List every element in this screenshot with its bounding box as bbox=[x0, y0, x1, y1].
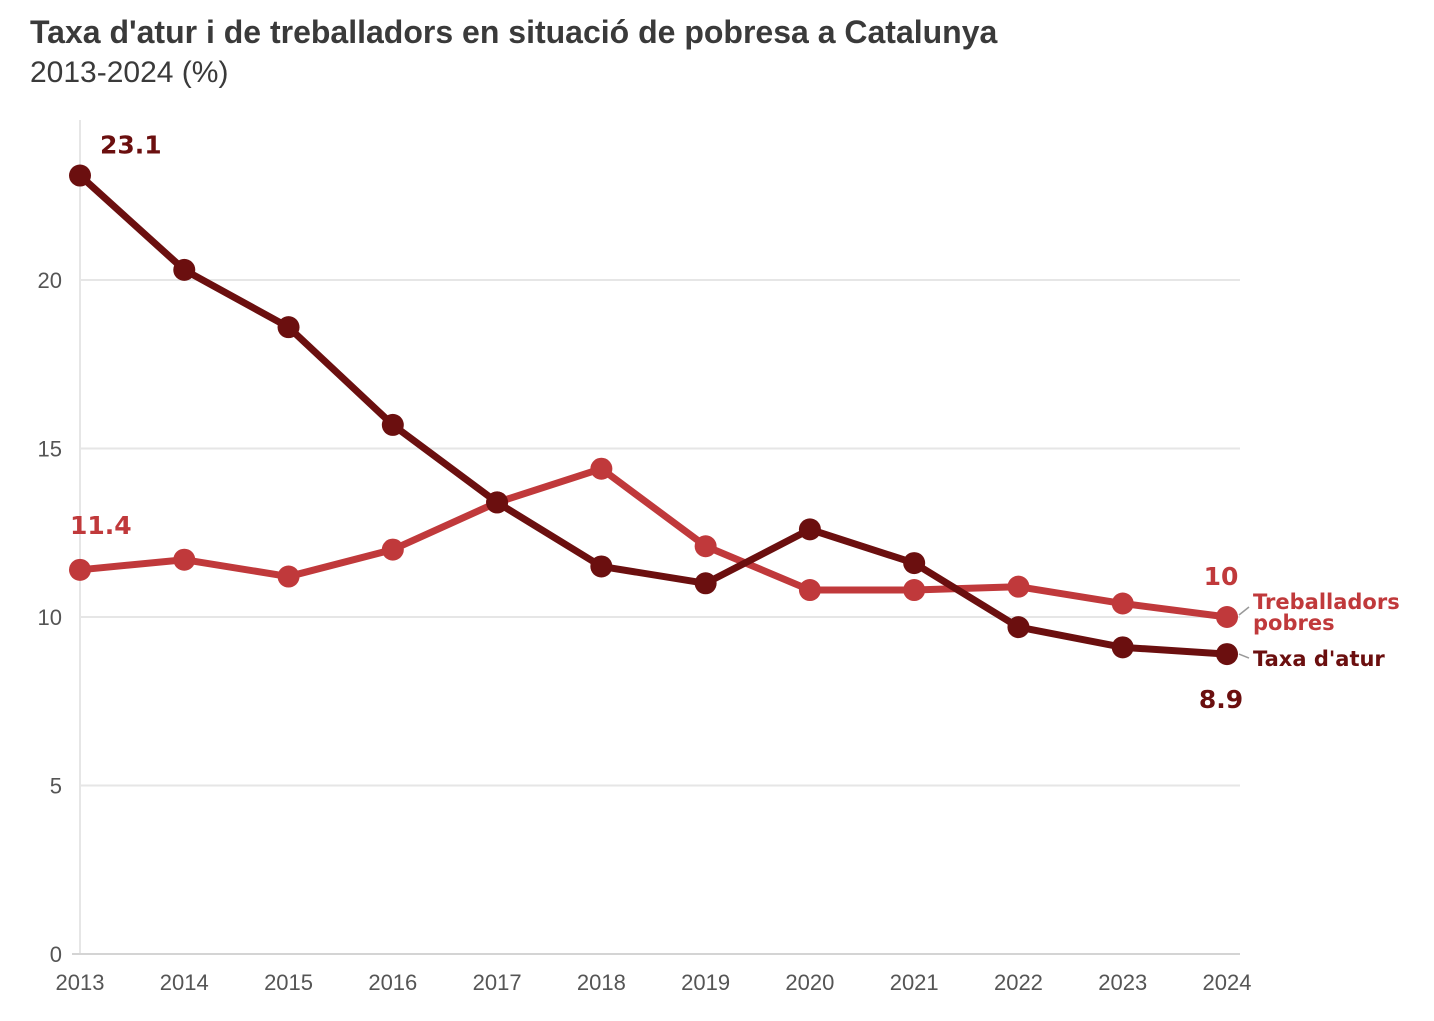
data-point-taxa-atur bbox=[277, 316, 300, 339]
series-line-treballadors-pobres bbox=[76, 465, 1231, 621]
data-point-taxa-atur bbox=[694, 572, 717, 595]
series-layer bbox=[69, 164, 1238, 666]
x-tick-label: 2016 bbox=[368, 970, 417, 995]
x-tick-label: 2015 bbox=[264, 970, 313, 995]
data-point-treballadors-pobres bbox=[1216, 606, 1238, 628]
data-point-treballadors-pobres bbox=[694, 535, 717, 558]
data-point-taxa-atur bbox=[69, 164, 91, 187]
x-tick-label: 2019 bbox=[681, 970, 730, 995]
chart-subtitle: 2013-2024 (%) bbox=[30, 56, 229, 89]
annotation-leader-taxa-atur bbox=[1238, 653, 1250, 659]
data-point-treballadors-pobres bbox=[1007, 575, 1030, 598]
series-name-taxa-atur: Taxa d'atur bbox=[1253, 647, 1385, 671]
x-tick-label: 2013 bbox=[56, 970, 105, 995]
data-point-treballadors-pobres bbox=[173, 548, 196, 571]
y-tick-label: 5 bbox=[50, 774, 62, 799]
x-tick-label: 2022 bbox=[994, 970, 1043, 995]
y-tick-label: 20 bbox=[38, 268, 62, 293]
data-point-taxa-atur bbox=[173, 258, 196, 281]
x-tick-label: 2018 bbox=[577, 970, 626, 995]
data-point-treballadors-pobres bbox=[381, 538, 404, 561]
data-point-taxa-atur bbox=[798, 518, 821, 541]
data-point-treballadors-pobres bbox=[277, 565, 300, 588]
gridlines bbox=[80, 279, 1240, 787]
data-point-treballadors-pobres bbox=[590, 457, 613, 480]
data-label-treballadors-start: 11.4 bbox=[70, 511, 132, 540]
data-point-taxa-atur bbox=[590, 555, 613, 578]
y-tick-label: 0 bbox=[50, 942, 62, 967]
data-point-treballadors-pobres bbox=[798, 579, 821, 602]
data-label-treballadors-end: 10 bbox=[1204, 562, 1239, 591]
chart-title: Taxa d'atur i de treballadors en situaci… bbox=[30, 14, 998, 50]
axes: 0 5 10 15 20 2013 2014 2015 2016 2017 2018 2019 2020… bbox=[38, 120, 1252, 995]
data-point-taxa-atur bbox=[1007, 616, 1030, 639]
data-point-taxa-atur bbox=[381, 413, 404, 436]
series-name-treballadors-pobres-line1: Treballadors bbox=[1253, 590, 1400, 614]
data-point-taxa-atur bbox=[1216, 643, 1238, 666]
data-label-taxa-atur-start: 23.1 bbox=[100, 131, 162, 160]
data-point-taxa-atur bbox=[1111, 636, 1134, 659]
data-point-treballadors-pobres bbox=[903, 579, 926, 602]
x-tick-label: 2014 bbox=[160, 970, 209, 995]
data-point-taxa-atur bbox=[903, 552, 926, 575]
data-point-treballadors-pobres bbox=[1111, 592, 1134, 615]
data-point-treballadors-pobres bbox=[69, 558, 91, 581]
annotation-leader-treballadors bbox=[1238, 606, 1250, 616]
x-tick-label: 2020 bbox=[785, 970, 834, 995]
series-line-taxa-atur bbox=[76, 172, 1231, 658]
y-tick-label: 10 bbox=[38, 605, 62, 630]
y-tick-label: 15 bbox=[38, 437, 62, 462]
x-tick-label: 2024 bbox=[1203, 970, 1252, 995]
x-tick-label: 2021 bbox=[890, 970, 939, 995]
x-tick-label: 2023 bbox=[1098, 970, 1147, 995]
x-tick-label: 2017 bbox=[473, 970, 522, 995]
data-point-taxa-atur bbox=[486, 491, 509, 514]
data-label-taxa-atur-end: 8.9 bbox=[1199, 685, 1243, 714]
series-name-treballadors-pobres-line2: pobres bbox=[1253, 611, 1335, 635]
